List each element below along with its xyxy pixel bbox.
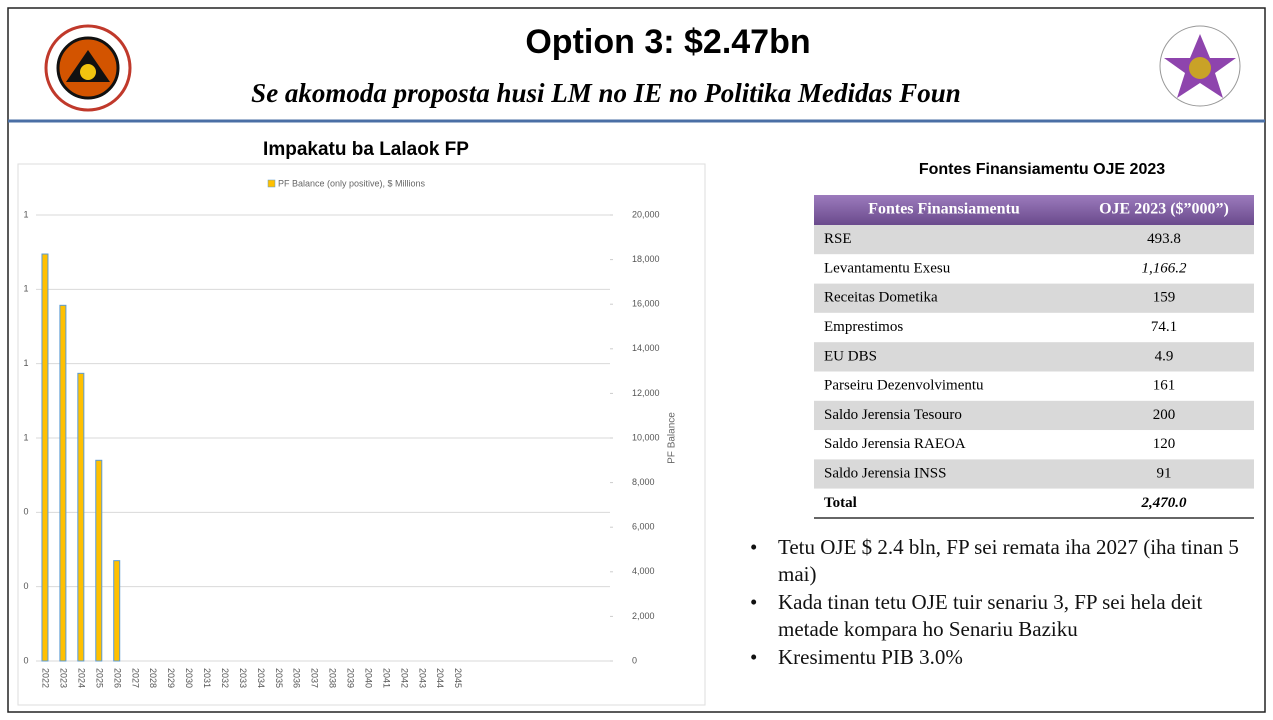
x-tick-label: 2041 <box>381 668 391 688</box>
y2-tick-label: 0 <box>632 655 637 665</box>
bullet-item: Tetu OJE $ 2.4 bln, FP sei remata iha 20… <box>748 534 1248 588</box>
x-tick-label: 2030 <box>184 668 194 688</box>
table-cell: Receitas Dometika <box>824 290 938 306</box>
table-cell: Levantamentu Exesu <box>824 260 951 276</box>
bar <box>77 372 85 662</box>
table-cell: Total <box>824 495 857 511</box>
bullet-list: Tetu OJE $ 2.4 bln, FP sei remata iha 20… <box>748 534 1248 672</box>
x-tick-label: 2043 <box>417 668 427 688</box>
logo-right <box>1159 25 1241 107</box>
chart-title: Impakatu ba Lalaok FP <box>263 139 469 160</box>
table-cell: 200 <box>1153 407 1176 423</box>
table-cell: 161 <box>1153 378 1176 394</box>
y2-tick-label: 8,000 <box>632 477 655 487</box>
table-cell: 1,166.2 <box>1142 260 1188 276</box>
table-row-bg <box>814 459 1254 489</box>
table-header-bg <box>814 195 1254 225</box>
y2-tick-label: 18,000 <box>632 254 660 264</box>
x-tick-label: 2042 <box>399 668 409 688</box>
y-tick-label: 0 <box>23 581 28 591</box>
legend-swatch <box>267 179 276 188</box>
x-tick-label: 2035 <box>274 668 284 688</box>
y2-tick-label: 2,000 <box>632 611 655 621</box>
x-tick-label: 2040 <box>363 668 373 688</box>
legend-label: PF Balance (only positive), $ Millions <box>278 178 426 188</box>
x-tick-label: 2023 <box>59 668 69 688</box>
bar <box>113 560 121 662</box>
y2-tick-label: 12,000 <box>632 388 660 398</box>
x-tick-label: 2032 <box>220 668 230 688</box>
x-tick-label: 2039 <box>346 668 356 688</box>
slide-subtitle: Se akomoda proposta husi LM no IE no Pol… <box>251 78 961 108</box>
x-tick-label: 2038 <box>328 668 338 688</box>
table-cell: Saldo Jerensia RAEOA <box>824 436 966 452</box>
table-cell: Saldo Jerensia INSS <box>824 465 947 481</box>
x-tick-label: 2027 <box>130 668 140 688</box>
x-tick-label: 2045 <box>453 668 463 688</box>
x-tick-label: 2022 <box>41 668 51 688</box>
y-tick-label: 1 <box>23 284 28 294</box>
y2-axis-label: PF Balance <box>667 412 678 464</box>
y2-tick-label: 6,000 <box>632 522 655 532</box>
y-tick-label: 0 <box>23 507 28 517</box>
x-tick-label: 2033 <box>238 668 248 688</box>
x-tick-label: 2031 <box>202 668 212 688</box>
table-row-bg <box>814 312 1254 343</box>
x-tick-label: 2025 <box>94 668 104 688</box>
table-row-bg <box>814 342 1254 372</box>
table-cell: 2,470.0 <box>1141 495 1188 511</box>
x-tick-label: 2024 <box>76 668 86 688</box>
table-cell: 74.1 <box>1151 319 1177 335</box>
table-title: Fontes Finansiamentu OJE 2023 <box>919 161 1165 178</box>
y-tick-label: 0 <box>23 655 28 665</box>
table-cell: Emprestimos <box>824 319 903 335</box>
table-cell: 4.9 <box>1155 348 1174 364</box>
logo-left <box>44 24 132 112</box>
table-row-bg <box>814 430 1254 460</box>
table-cell: 493.8 <box>1147 231 1181 247</box>
x-tick-label: 2028 <box>148 668 158 688</box>
table-row-bg <box>814 400 1254 431</box>
table-row-bg <box>814 371 1254 401</box>
chart-frame <box>17 163 706 706</box>
y2-tick-label: 20,000 <box>632 209 660 219</box>
x-tick-label: 2026 <box>112 668 122 688</box>
slide-border <box>7 7 1266 713</box>
table-cell: Saldo Jerensia Tesouro <box>824 407 962 423</box>
x-tick-label: 2044 <box>435 668 445 688</box>
table-row-bg <box>814 283 1254 313</box>
y2-tick-label: 16,000 <box>632 299 660 309</box>
table-cell: 120 <box>1153 436 1176 452</box>
y-tick-label: 1 <box>23 358 28 368</box>
table-row-bg <box>814 254 1254 284</box>
table-cell: EU DBS <box>824 348 877 364</box>
x-tick-label: 2037 <box>310 668 320 688</box>
table-cell: RSE <box>824 231 852 247</box>
x-tick-label: 2034 <box>256 668 266 688</box>
y-tick-label: 1 <box>23 432 28 442</box>
table-header-cell: OJE 2023 ($”000”) <box>1099 201 1229 218</box>
table-cell: 159 <box>1153 290 1176 306</box>
y-tick-label: 1 <box>23 209 28 219</box>
bullet-item: Kresimentu PIB 3.0% <box>748 644 1248 671</box>
slide-title: Option 3: $2.47bn <box>525 23 810 61</box>
bar <box>59 304 67 662</box>
x-tick-label: 2029 <box>166 668 176 688</box>
y2-tick-label: 14,000 <box>632 343 660 353</box>
table-row-bg <box>814 488 1254 518</box>
table-cell: 91 <box>1157 465 1172 481</box>
table-cell: Parseiru Dezenvolvimentu <box>824 378 984 394</box>
y2-tick-label: 10,000 <box>632 432 660 442</box>
bar <box>95 459 103 662</box>
table-row-bg <box>814 225 1254 255</box>
y2-tick-label: 4,000 <box>632 566 655 576</box>
bullet-item: Kada tinan tetu OJE tuir senariu 3, FP s… <box>748 589 1248 643</box>
bar <box>41 253 49 662</box>
x-tick-label: 2036 <box>292 668 302 688</box>
table-header-cell: Fontes Finansiamentu <box>868 201 1020 218</box>
